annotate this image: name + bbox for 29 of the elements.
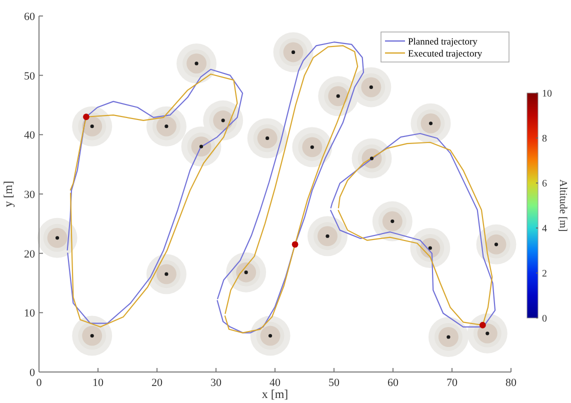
x-tick-label: 50: [328, 377, 340, 389]
y-tick-label: 40: [24, 130, 36, 142]
color-bar-label: 10: [542, 88, 552, 100]
color-bar-label: 8: [542, 134, 547, 144]
color-bar-title: Altitude [m]: [557, 179, 568, 232]
x-tick-label: 60: [388, 377, 399, 389]
color-bar-label: 6: [542, 178, 547, 190]
color-bar-label: 4: [542, 224, 547, 234]
point: [292, 241, 298, 248]
x-tick-label: 30: [210, 377, 222, 389]
x-tick-label: 20: [152, 377, 163, 389]
y-tick-label: 20: [24, 248, 36, 260]
x-tick-label: 70: [446, 377, 458, 389]
y-tick-label: 0: [30, 367, 36, 379]
y-tick-label: 10: [24, 308, 36, 320]
x-tick-label: 80: [506, 377, 517, 389]
legend-label: Executed trajectory: [408, 50, 482, 60]
y-tick-label: 60: [24, 11, 36, 23]
y-tick-label: 30: [24, 189, 36, 201]
legend-label: Planned trajectory: [408, 38, 478, 48]
point: [83, 114, 90, 120]
color-bar-label: 2: [542, 268, 547, 280]
x-axis-title: x [m]: [262, 387, 288, 401]
y-tick-label: 50: [24, 70, 36, 82]
point: [479, 322, 486, 328]
color-bar-label: 0: [542, 314, 547, 324]
x-tick-label: 40: [270, 377, 281, 389]
y-axis-title: y [m]: [1, 180, 15, 208]
x-tick-label: 10: [92, 377, 104, 389]
